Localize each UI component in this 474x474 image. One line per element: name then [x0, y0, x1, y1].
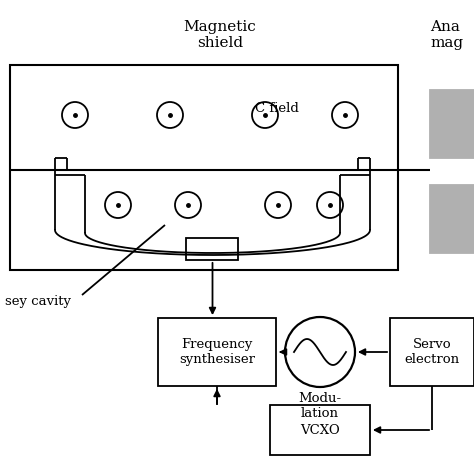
- Bar: [10, 65, 398, 270]
- Text: sey cavity: sey cavity: [5, 295, 71, 308]
- Text: Magnetic
shield: Magnetic shield: [183, 20, 256, 50]
- Bar: [430, 185, 474, 253]
- Bar: [430, 90, 474, 158]
- Text: Frequency
synthesiser: Frequency synthesiser: [179, 338, 255, 366]
- Text: Servo
electron: Servo electron: [404, 338, 460, 366]
- Bar: [186, 238, 238, 260]
- Bar: [390, 318, 474, 386]
- Text: C field: C field: [255, 101, 299, 115]
- Text: VCXO: VCXO: [300, 423, 340, 437]
- Bar: [270, 405, 370, 455]
- Text: Ana
mag: Ana mag: [430, 20, 463, 50]
- Text: Modu-
lation: Modu- lation: [299, 392, 342, 420]
- Bar: [158, 318, 276, 386]
